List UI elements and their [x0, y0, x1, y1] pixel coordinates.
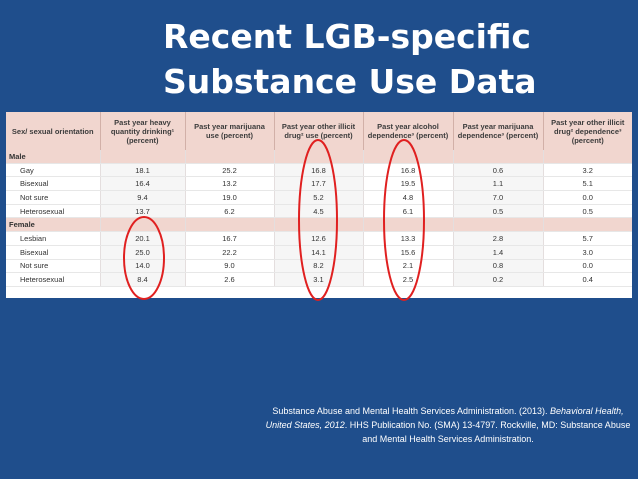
table-cell: 0.6 [452, 163, 543, 178]
group-label: Female [6, 217, 100, 233]
table-cell: 5.7 [542, 231, 632, 246]
table-cell: 6.2 [184, 204, 274, 219]
group-row-cell [362, 217, 453, 233]
table-cell: 2.6 [184, 272, 274, 287]
table-cell: 3.0 [542, 245, 632, 260]
group-row-cell [99, 217, 185, 233]
table-cell: 0.8 [452, 259, 543, 274]
table-group-row: Female [6, 217, 632, 233]
table-cell: 16.7 [184, 231, 274, 246]
column-header: Past year alcohol dependence³ (percent) [362, 112, 453, 150]
table-cell: 18.1 [99, 163, 185, 178]
table-cell: 19.5 [362, 176, 453, 192]
table-cell: 2.8 [452, 231, 543, 246]
group-row-cell [99, 150, 185, 164]
table-cell: 9.4 [99, 190, 185, 205]
group-label: Male [6, 150, 100, 164]
citation-title: Behavioral Health, United States, 2012 [265, 406, 624, 430]
row-label: Not sure [6, 190, 100, 205]
group-row-cell [273, 150, 363, 164]
table-row: Heterosexual 13.7 6.2 4.5 6.1 0.5 0.5 [6, 204, 632, 219]
group-row-cell [452, 217, 543, 233]
table-cell: 22.2 [184, 245, 274, 260]
table-cell: 9.0 [184, 259, 274, 274]
table-cell: 14.0 [99, 259, 185, 274]
table-cell: 0.0 [542, 259, 632, 274]
row-label: Not sure [6, 259, 100, 274]
table-body: Male Gay 18.1 25.2 16.8 16.8 0.6 3.2 Bisexual 16.… [6, 150, 632, 287]
table-cell: 12.6 [273, 231, 363, 246]
table-group-row: Male [6, 150, 632, 164]
table-cell: 1.1 [452, 176, 543, 192]
column-header: Sex/ sexual orientation [6, 112, 100, 150]
table-row: Lesbian 20.1 16.7 12.6 13.3 2.8 5.7 [6, 231, 632, 246]
group-row-cell [452, 150, 543, 164]
slide-title: Recent LGB-specific Substance Use Data [163, 14, 623, 104]
table-cell: 8.2 [273, 259, 363, 274]
table-cell: 4.8 [362, 190, 453, 205]
table-cell: 8.4 [99, 272, 185, 287]
table-cell: 13.3 [362, 231, 453, 246]
slide-title-line-2: Substance Use Data [163, 62, 537, 101]
table-cell: 17.7 [273, 176, 363, 192]
table-cell: 2.5 [362, 272, 453, 287]
slide-title-line-1: Recent LGB-specific [163, 17, 531, 56]
column-header: Past year marijuana use (percent) [184, 112, 274, 150]
citation: Substance Abuse and Mental Health Servic… [262, 404, 634, 446]
table-row: Not sure 14.0 9.0 8.2 2.1 0.8 0.0 [6, 259, 632, 274]
table-header-row: Sex/ sexual orientation Past year heavy … [6, 112, 632, 150]
group-row-cell [362, 150, 453, 164]
table-cell: 6.1 [362, 204, 453, 219]
table-cell: 16.4 [99, 176, 185, 192]
table-cell: 7.0 [452, 190, 543, 205]
table-cell: 13.2 [184, 176, 274, 192]
group-row-cell [273, 217, 363, 233]
group-row-cell [184, 150, 274, 164]
table-cell: 0.5 [452, 204, 543, 219]
table-row: Bisexual 25.0 22.2 14.1 15.6 1.4 3.0 [6, 245, 632, 260]
group-row-cell [184, 217, 274, 233]
column-header: Past year other illicit drug² dependence… [542, 112, 632, 150]
table-cell: 15.6 [362, 245, 453, 260]
table-cell: 4.5 [273, 204, 363, 219]
table-cell: 1.4 [452, 245, 543, 260]
table-cell: 0.0 [542, 190, 632, 205]
table-row: Heterosexual 8.4 2.6 3.1 2.5 0.2 0.4 [6, 272, 632, 287]
table-cell: 0.4 [542, 272, 632, 287]
group-row-cell [542, 150, 632, 164]
table-row: Bisexual 16.4 13.2 17.7 19.5 1.1 5.1 [6, 176, 632, 192]
table-cell: 20.1 [99, 231, 185, 246]
row-label: Bisexual [6, 176, 100, 192]
table-cell: 5.2 [273, 190, 363, 205]
table-cell: 0.5 [542, 204, 632, 219]
table-cell: 16.8 [273, 163, 363, 178]
table-row: Not sure 9.4 19.0 5.2 4.8 7.0 0.0 [6, 190, 632, 205]
substance-use-table: Sex/ sexual orientation Past year heavy … [6, 112, 632, 287]
row-label: Gay [6, 163, 100, 178]
column-header: Past year other illicit drug² use (perce… [273, 112, 363, 150]
table-cell: 25.2 [184, 163, 274, 178]
column-header: Past year heavy quantity drinking¹ (perc… [99, 112, 185, 150]
row-label: Lesbian [6, 231, 100, 246]
row-label: Heterosexual [6, 204, 100, 219]
table-cell: 3.1 [273, 272, 363, 287]
table-cell: 0.2 [452, 272, 543, 287]
table-cell: 3.2 [542, 163, 632, 178]
substance-use-table-image: Sex/ sexual orientation Past year heavy … [6, 112, 632, 298]
row-label: Bisexual [6, 245, 100, 260]
table-cell: 13.7 [99, 204, 185, 219]
table-cell: 25.0 [99, 245, 185, 260]
table-cell: 19.0 [184, 190, 274, 205]
citation-publication: . HHS Publication No. (SMA) 13-4797. Roc… [344, 420, 631, 444]
table-cell: 14.1 [273, 245, 363, 260]
row-label: Heterosexual [6, 272, 100, 287]
table-cell: 5.1 [542, 176, 632, 192]
column-header: Past year marijuana dependence³ (percent… [452, 112, 543, 150]
table-cell: 2.1 [362, 259, 453, 274]
table-row: Gay 18.1 25.2 16.8 16.8 0.6 3.2 [6, 163, 632, 178]
group-row-cell [542, 217, 632, 233]
citation-text: Substance Abuse and Mental Health Servic… [272, 406, 551, 416]
table-cell: 16.8 [362, 163, 453, 178]
